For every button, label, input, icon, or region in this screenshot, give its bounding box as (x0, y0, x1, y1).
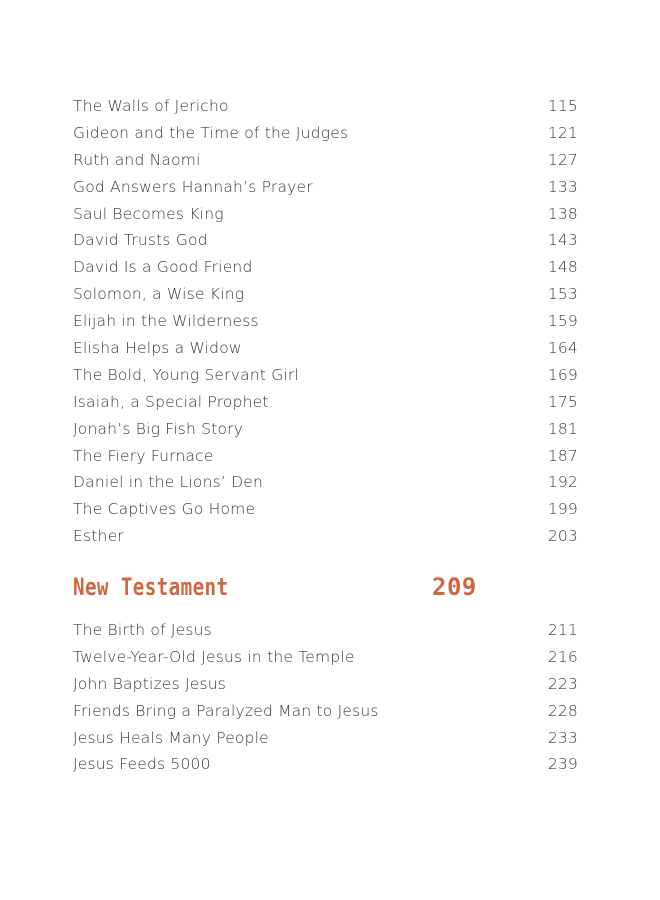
entry-page: 159 (547, 312, 578, 331)
toc-entry: Daniel in the Lions’ Den 192 (73, 469, 578, 496)
toc-entry: Jesus Feeds 5000 239 (73, 751, 578, 778)
new-testament-list: The Birth of Jesus 211 Twelve-Year-Old Jes… (73, 617, 578, 778)
entry-title: Solomon, a Wise King (73, 285, 245, 304)
entry-page: 203 (547, 527, 578, 546)
entry-page: 192 (547, 473, 578, 492)
entry-title: Elijah in the Wilderness (73, 312, 259, 331)
entry-page: 187 (547, 446, 578, 465)
toc-entry: Esther 203 (73, 523, 578, 550)
entry-page: 133 (547, 177, 578, 196)
toc-entry: God Answers Hannah’s Prayer 133 (73, 174, 578, 201)
toc-entry: David Trusts God 143 (73, 227, 578, 254)
entry-page: 199 (547, 500, 578, 519)
entry-title: Isaiah, a Special Prophet (73, 392, 269, 411)
toc-entry: David Is a Good Friend 148 (73, 254, 578, 281)
entry-page: 121 (547, 123, 578, 142)
entry-page: 153 (547, 285, 578, 304)
toc-entry: Solomon, a Wise King 153 (73, 281, 578, 308)
entry-title: Gideon and the Time of the Judges (73, 123, 349, 142)
entry-title: Jesus Heals Many People (73, 728, 269, 747)
entry-page: 169 (547, 365, 578, 384)
entry-title: The Birth of Jesus (73, 621, 212, 639)
entry-page: 233 (547, 728, 578, 747)
toc-entry: The Bold, Young Servant Girl 169 (73, 362, 578, 389)
entry-page: 175 (547, 392, 578, 411)
entry-title: Jesus Feeds 5000 (73, 755, 211, 774)
entry-title: Jonah’s Big Fish Story (73, 419, 244, 438)
toc-entry: Ruth and Naomi 127 (73, 147, 578, 174)
entry-title: David Is a Good Friend (73, 258, 253, 277)
entry-title: God Answers Hannah’s Prayer (73, 177, 313, 196)
entry-page: 216 (547, 647, 578, 666)
entry-title: Friends Bring a Paralyzed Man to Jesus (73, 701, 379, 720)
entry-page: 181 (547, 419, 578, 438)
entry-page: 143 (547, 231, 578, 250)
entry-page: 239 (547, 755, 578, 774)
entry-page: 164 (547, 339, 578, 358)
entry-page: 115 (547, 97, 578, 115)
toc-entry: The Captives Go Home 199 (73, 496, 578, 523)
entry-page: 228 (547, 701, 578, 720)
toc-entry: Elisha Helps a Widow 164 (73, 335, 578, 362)
entry-title: The Walls of Jericho (73, 97, 229, 115)
entry-page: 138 (547, 204, 578, 223)
toc-entry: Friends Bring a Paralyzed Man to Jesus 22… (73, 698, 578, 725)
entry-page: 127 (547, 150, 578, 169)
section-heading-new-testament: New Testament 209 (73, 571, 477, 603)
toc-entry: Elijah in the Wilderness 159 (73, 308, 578, 335)
entry-title: The Bold, Young Servant Girl (73, 365, 299, 384)
toc-entry: Gideon and the Time of the Judges 121 (73, 120, 578, 147)
entry-title: Ruth and Naomi (73, 150, 201, 169)
toc-entry: John Baptizes Jesus 223 (73, 671, 578, 698)
toc-entry: Isaiah, a Special Prophet 175 (73, 389, 578, 416)
entry-title: Elisha Helps a Widow (73, 339, 242, 358)
old-testament-list: The Walls of Jericho 115 Gideon and the Ti… (73, 93, 578, 550)
entry-title: Esther (73, 527, 124, 546)
entry-title: The Captives Go Home (73, 500, 256, 519)
section-title: New Testament (73, 573, 229, 601)
entry-title: David Trusts God (73, 231, 208, 250)
toc-entry: The Birth of Jesus 211 (73, 617, 578, 644)
entry-title: Daniel in the Lions’ Den (73, 473, 264, 492)
entry-title: The Fiery Furnace (73, 446, 214, 465)
entry-page: 223 (547, 674, 578, 693)
toc-entry: Jonah’s Big Fish Story 181 (73, 416, 578, 443)
toc-entry: Twelve-Year-Old Jesus in the Temple 216 (73, 644, 578, 671)
entry-title: Saul Becomes King (73, 204, 224, 223)
entry-title: Twelve-Year-Old Jesus in the Temple (73, 647, 355, 666)
entry-page: 148 (547, 258, 578, 277)
toc-entry: The Fiery Furnace 187 (73, 443, 578, 470)
entry-title: John Baptizes Jesus (73, 674, 227, 693)
toc-entry: Jesus Heals Many People 233 (73, 725, 578, 752)
entry-page: 211 (547, 621, 578, 639)
section-page: 209 (432, 573, 477, 601)
toc-entry: Saul Becomes King 138 (73, 201, 578, 228)
toc-entry: The Walls of Jericho 115 (73, 93, 578, 120)
